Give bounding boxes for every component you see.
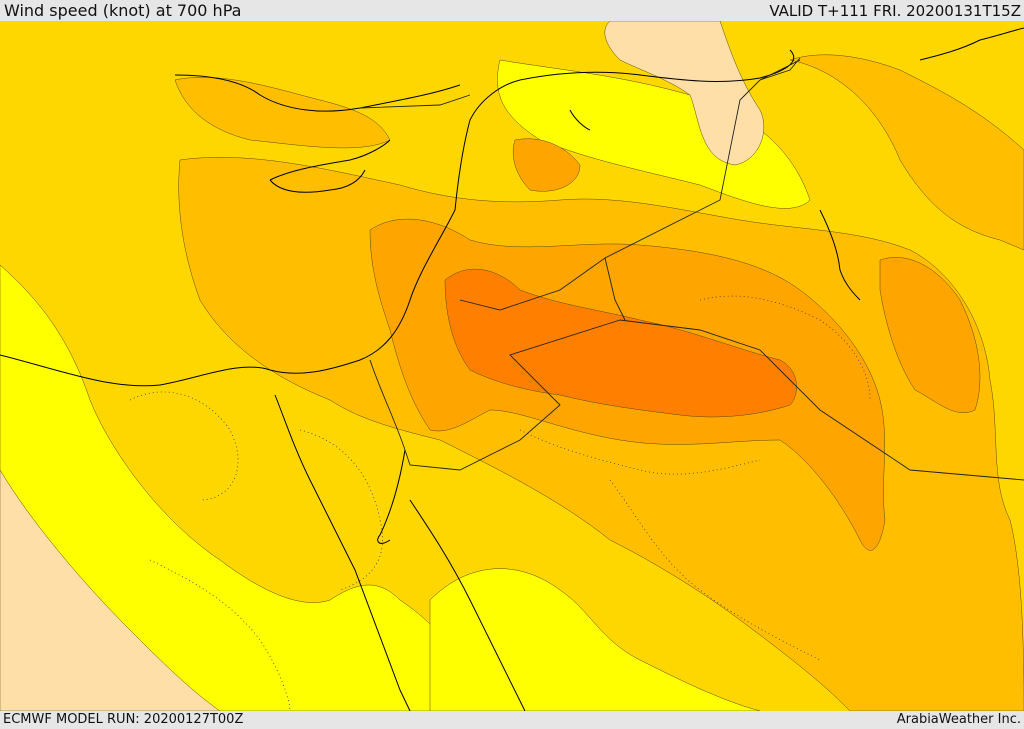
field-low-southwest (0, 264, 481, 711)
model-run: ECMWF MODEL RUN: 20200127T00Z (3, 712, 244, 727)
credit-text: ArabiaWeather Inc. (896, 712, 1021, 727)
wind-speed-map[interactable] (0, 21, 1024, 711)
field-low-south (429, 568, 761, 711)
valid-time: VALID T+111 FRI. 20200131T15Z (769, 2, 1021, 20)
field-lowest-north (604, 21, 765, 166)
field-high-east (789, 54, 1024, 251)
field-highest (444, 268, 797, 418)
field-lowest-southwest (0, 469, 221, 711)
field-higher-east (879, 257, 981, 413)
footer-bar: ECMWF MODEL RUN: 20200127T00Z ArabiaWeat… (0, 711, 1024, 729)
coastlines (0, 27, 1024, 711)
field-higher-north (512, 138, 581, 192)
header-bar: Wind speed (knot) at 700 hPa VALID T+111… (0, 0, 1024, 21)
dotted-contours (129, 295, 871, 711)
map-title: Wind speed (knot) at 700 hPa (4, 1, 242, 20)
borders (359, 57, 1024, 481)
